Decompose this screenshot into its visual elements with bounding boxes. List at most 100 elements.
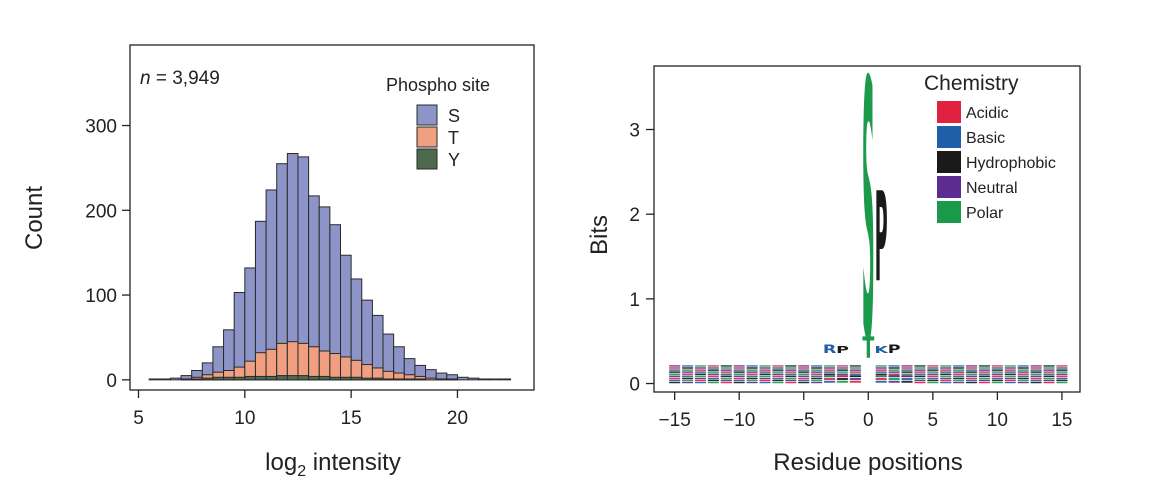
logo-background-letter <box>901 380 913 383</box>
logo-background-letter <box>798 373 810 375</box>
logo-background-letter <box>694 365 707 367</box>
logo-background-letter <box>798 379 810 382</box>
logo-background-letter <box>785 373 797 375</box>
logo-background-letter <box>1043 377 1055 380</box>
logo-background-letter <box>875 375 887 378</box>
logo-background-letter <box>681 371 694 373</box>
logo-background-letter <box>785 375 797 378</box>
bar-t-12 <box>286 341 299 381</box>
logo-background-letter <box>668 381 681 384</box>
logo-background-letter <box>746 365 758 367</box>
logo-background-letter <box>1056 373 1068 375</box>
logo-background-letter <box>836 375 849 378</box>
chemistry-legend-items: Acidic Basic Hydrophobic Neutral Polar <box>937 101 1056 223</box>
legend-swatch-y <box>416 148 438 170</box>
logo-background-letter <box>823 380 836 383</box>
logo-background-letter <box>901 371 913 373</box>
logo-background-letter <box>720 373 732 375</box>
bar-s-6.5 <box>169 377 182 381</box>
logo-background-letter <box>914 367 926 369</box>
logo-background-letter <box>772 379 784 382</box>
bar-y-14.5 <box>340 376 352 381</box>
logo-background-letter <box>927 371 939 373</box>
bar-t-7 <box>180 378 193 381</box>
logo-background-letter <box>720 379 732 382</box>
logo-background-letter <box>875 373 887 375</box>
logo-background-letter <box>991 377 1004 380</box>
logo-background-letter <box>1043 381 1055 384</box>
logo-background-letter <box>733 365 745 367</box>
logo-background-letter <box>1043 371 1055 373</box>
logo-background-letter <box>733 373 745 375</box>
logo-background-letter <box>694 375 707 378</box>
logo-background-letter <box>746 381 758 384</box>
logo-background-letter <box>810 377 823 380</box>
logo-background-letter <box>823 367 836 369</box>
logo-background-letter <box>1030 371 1042 373</box>
logo-background-letter <box>668 375 681 378</box>
logo-x-tick-label: −15 <box>659 410 691 431</box>
logo-background-letter <box>772 365 784 367</box>
bar-t-10.5 <box>254 352 267 381</box>
logo-background-letter <box>707 373 720 375</box>
bar-y-12.5 <box>297 375 310 381</box>
logo-background-letter <box>952 369 965 371</box>
logo-background-letter <box>1017 369 1029 371</box>
logo-background-letter <box>772 367 784 369</box>
logo-background-letter <box>759 369 771 371</box>
x-tick-label: 5 <box>133 408 144 429</box>
bar-s-20 <box>456 376 469 381</box>
logo-background-letter <box>849 367 862 369</box>
bar-y-17.5 <box>403 378 416 381</box>
logo-background-letter <box>914 373 926 375</box>
logo-background-letter <box>940 381 952 384</box>
logo-background-letter <box>707 375 720 378</box>
logo-background-letter <box>940 373 952 375</box>
logo-background-letter <box>798 377 810 380</box>
bar-y-16 <box>371 377 384 381</box>
logo-background-letter <box>746 371 758 373</box>
logo-background-letter <box>991 371 1004 373</box>
logo-background-letter <box>772 371 784 373</box>
logo-background-letter <box>952 365 965 367</box>
logo-background-letter <box>798 375 810 378</box>
logo-background-letter <box>914 377 926 380</box>
histogram-y-axis-title: Count <box>21 186 48 250</box>
logo-background-letter <box>1017 371 1029 373</box>
logo-background-letter <box>785 367 797 369</box>
logo-background-letter <box>1004 375 1016 378</box>
bar-t-15.5 <box>361 364 373 381</box>
logo-background-letter <box>772 375 784 378</box>
logo-background-letter <box>849 369 862 371</box>
logo-y-tick-label: 0 <box>629 375 640 396</box>
x-title-subscript: 2 <box>297 463 306 480</box>
logo-background-letter <box>668 373 681 375</box>
logo-y-ticks: 0 1 2 3 <box>629 121 654 396</box>
logo-background-letter <box>978 367 991 369</box>
logo-background-letter <box>720 369 732 371</box>
logo-background-letter <box>823 375 836 378</box>
logo-background-letter <box>746 379 758 382</box>
logo-background-letter <box>810 373 823 375</box>
logo-plot-frame <box>653 65 1081 393</box>
logo-background-letter <box>733 369 745 371</box>
logo-background-letter <box>785 381 797 384</box>
logo-background-letter <box>1017 381 1029 384</box>
logo-background-letter <box>965 381 978 384</box>
bar-t-18.5 <box>425 377 437 381</box>
logo-background-letter <box>707 371 720 373</box>
logo-background-letter <box>927 377 939 380</box>
logo-background-letter <box>707 365 720 367</box>
logo-background-letter <box>914 365 926 367</box>
logo-background-letter <box>759 367 771 369</box>
logo-background-letter <box>965 377 978 380</box>
bar-y-18 <box>414 378 427 381</box>
logo-background-letter <box>978 371 991 373</box>
logo-background-letter <box>720 371 732 373</box>
logo-background-letter <box>991 373 1004 375</box>
histogram-x-axis-title: log2 intensity <box>265 449 401 480</box>
logo-background-letter <box>952 379 965 382</box>
logo-background-letter <box>668 377 681 380</box>
